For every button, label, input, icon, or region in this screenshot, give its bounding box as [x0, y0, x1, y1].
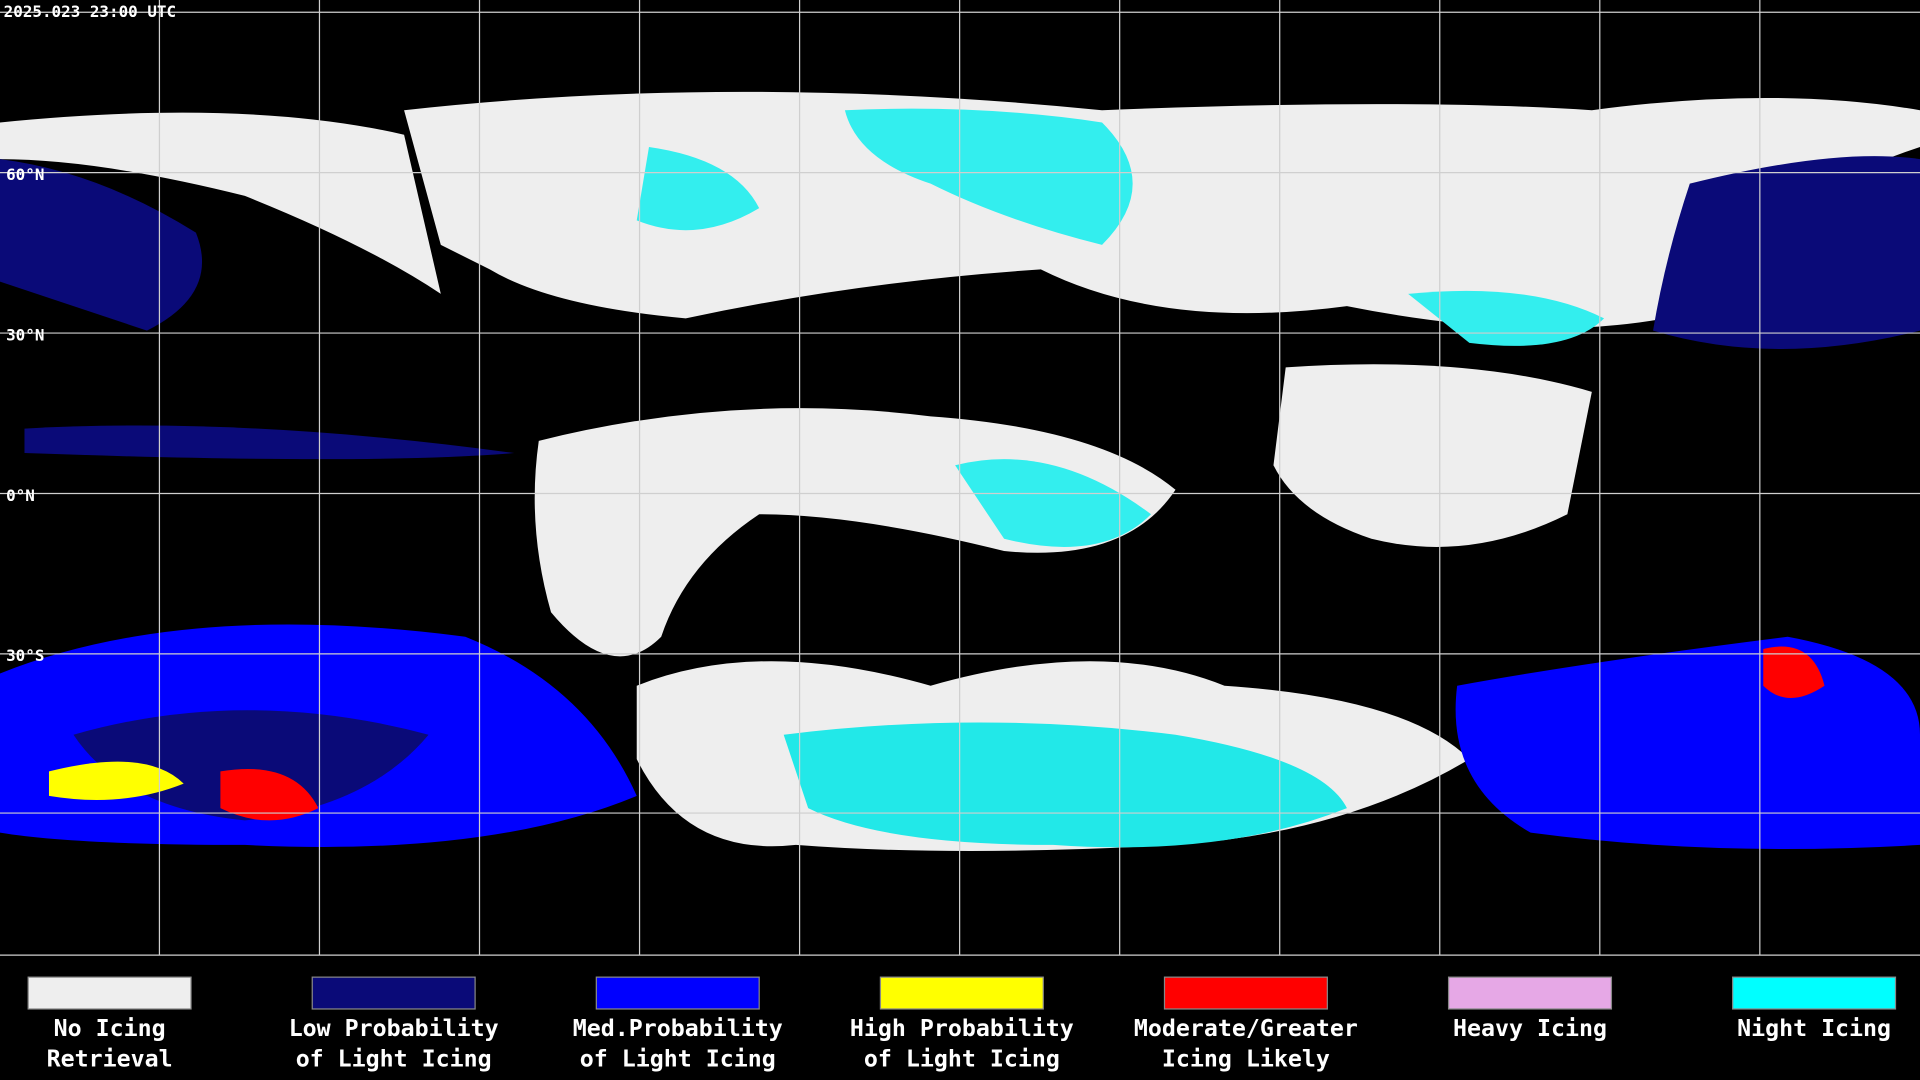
legend: No Icing Retrieval Low Probability of Light… — [27, 976, 1897, 1073]
cloud-coverage — [0, 91, 1920, 852]
legend-label: No Icing — [54, 1015, 166, 1042]
legend-swatch — [311, 976, 476, 1010]
legend-label: of Light Icing — [296, 1046, 492, 1073]
legend-label: Icing Likely — [1162, 1046, 1330, 1073]
timestamp: 2025.023 23:00 UTC — [4, 2, 176, 21]
legend-label: Low Probability — [289, 1015, 499, 1042]
legend-swatch — [879, 976, 1044, 1010]
legend-swatch — [27, 976, 192, 1010]
legend-swatch — [1732, 976, 1897, 1010]
legend-label: Night Icing — [1737, 1015, 1891, 1042]
latitude-label: 60°N — [6, 165, 44, 184]
legend-label: High Probability — [850, 1015, 1074, 1042]
legend-label: of Light Icing — [580, 1046, 776, 1073]
legend-label: Heavy Icing — [1453, 1015, 1607, 1042]
legend-label: Med.Probability — [573, 1015, 783, 1042]
legend-label: Moderate/Greater — [1134, 1015, 1358, 1042]
graticule — [0, 0, 1920, 956]
legend-swatch — [595, 976, 760, 1010]
legend-label: Retrieval — [47, 1046, 173, 1073]
legend-label: of Light Icing — [864, 1046, 1060, 1073]
legend-swatch — [1163, 976, 1328, 1010]
legend-swatch — [1447, 976, 1613, 1010]
latitude-label: 30°S — [6, 646, 44, 665]
latitude-label: 30°N — [6, 325, 44, 344]
labels: 2025.023 23:00 UTC 60°N 30°N 0°N 30°S — [4, 2, 176, 665]
latitude-label: 0°N — [6, 486, 35, 505]
